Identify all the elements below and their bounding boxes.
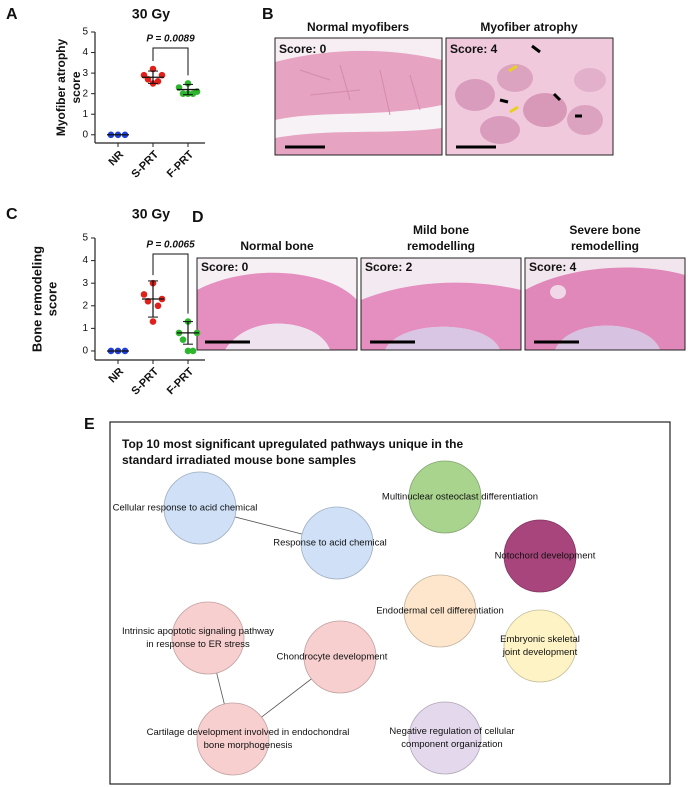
network-node — [196, 702, 270, 776]
node-label: Response to acid chemical — [273, 538, 387, 549]
score-label: Score: 2 — [365, 260, 413, 274]
score-label: Score: 0 — [279, 42, 327, 56]
significance-bracket — [152, 253, 189, 314]
network-node — [503, 519, 577, 593]
node-label: Chondrocyte development — [277, 652, 388, 663]
y-tick-label: 2 — [82, 300, 88, 311]
y-tick-label: 5 — [82, 27, 88, 38]
image-title: Mild bone — [413, 223, 469, 237]
network-title: Top 10 most significant upregulated path… — [122, 437, 463, 451]
network-node — [403, 574, 477, 648]
node-label: Cartilage development involved in endoch… — [147, 727, 350, 738]
network-node — [408, 460, 482, 534]
y-tick-label: 3 — [82, 68, 88, 79]
node-label: Endodermal cell differentiation — [376, 606, 504, 617]
y-tick-label: 0 — [82, 129, 88, 140]
data-point — [184, 80, 192, 87]
network-node — [303, 620, 377, 694]
image-title: remodelling — [407, 239, 475, 253]
histology-image — [525, 258, 685, 350]
y-tick-label: 1 — [82, 109, 88, 120]
network-node — [163, 471, 237, 545]
x-tick-label: S-PRT — [129, 148, 161, 180]
image-frame — [524, 257, 686, 351]
data-point — [154, 302, 162, 310]
significance-bracket — [152, 47, 189, 76]
node-label: Intrinsic apoptotic signaling pathway — [122, 626, 274, 637]
network-title: standard irradiated mouse bone samples — [122, 453, 356, 467]
score-label: Score: 0 — [201, 260, 249, 274]
image-title: remodelling — [571, 239, 639, 253]
histology-image — [361, 258, 521, 350]
y-axis-label: Myofiber atrophy — [54, 39, 68, 137]
y-tick-label: 3 — [82, 278, 88, 289]
y-tick-label: 2 — [82, 88, 88, 99]
network-node — [408, 701, 482, 775]
data-point — [140, 291, 148, 298]
node-label: Negative regulation of cellular — [389, 726, 514, 737]
image-frame — [445, 37, 614, 156]
x-tick-label: F-PRT — [165, 148, 197, 180]
y-tick-label: 4 — [82, 47, 88, 58]
x-tick-label: F-PRT — [165, 365, 197, 397]
y-tick-label: 4 — [82, 255, 88, 266]
panel-letter: D — [192, 209, 204, 226]
data-point — [189, 90, 197, 97]
node-label: component organization — [401, 739, 502, 750]
network-node — [503, 609, 577, 683]
network-frame — [109, 421, 671, 785]
y-tick-label: 0 — [82, 346, 88, 357]
node-label: joint development — [502, 647, 578, 658]
score-label: Score: 4 — [529, 260, 577, 274]
image-frame — [274, 37, 443, 156]
data-point — [179, 90, 187, 97]
y-axis-label: Bone remodeling — [29, 246, 44, 352]
node-label: Multinuclear osteoclast differentiation — [382, 492, 538, 503]
histology-image — [197, 258, 357, 350]
y-tick-label: 5 — [82, 233, 88, 244]
node-label: Cellular response to acid chemical — [113, 503, 258, 514]
panel-letter: C — [6, 206, 18, 223]
y-tick-label: 1 — [82, 323, 88, 334]
image-title: Normal myofibers — [307, 20, 409, 34]
histology-image — [275, 38, 442, 155]
data-point — [149, 318, 157, 325]
x-tick-label: S-PRT — [129, 365, 161, 397]
network-node — [300, 506, 374, 580]
image-title: Severe bone — [569, 223, 641, 237]
image-frame — [196, 257, 358, 351]
histology-image — [446, 38, 613, 155]
panel-letter: E — [84, 416, 95, 433]
data-point — [189, 347, 197, 355]
node-label: Embryonic skeletal — [500, 634, 580, 645]
x-tick-label: NR — [106, 366, 126, 386]
network-node — [171, 601, 245, 675]
x-tick-label: NR — [106, 149, 126, 169]
image-title: Normal bone — [240, 239, 314, 253]
node-label: in response to ER stress — [146, 639, 250, 650]
y-axis-label: score — [44, 282, 59, 317]
significance-label: P = 0.0089 — [146, 34, 195, 45]
score-label: Score: 4 — [450, 42, 498, 56]
data-point — [184, 347, 192, 355]
image-frame — [360, 257, 522, 351]
panel-letter: B — [262, 6, 274, 23]
chart-title: 30 Gy — [132, 6, 170, 22]
node-label: bone morphogenesis — [204, 740, 293, 751]
chart-title: 30 Gy — [132, 206, 170, 222]
image-title: Myofiber atrophy — [480, 20, 578, 34]
significance-label: P = 0.0065 — [146, 240, 195, 251]
data-point — [179, 336, 187, 343]
y-axis-label: score — [69, 71, 83, 103]
node-label: Notochord development — [495, 551, 596, 562]
panel-letter: A — [6, 6, 18, 23]
